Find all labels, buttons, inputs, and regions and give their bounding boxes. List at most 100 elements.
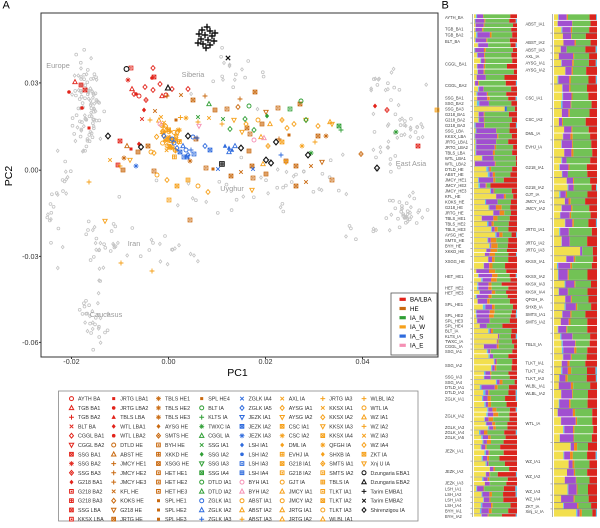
svg-text:QFGH_IA: QFGH_IA xyxy=(526,297,544,302)
svg-text:ABST HE: ABST HE xyxy=(120,452,143,458)
svg-text:SSG_BA1: SSG_BA1 xyxy=(445,96,464,101)
svg-text:SSG_BA2: SSG_BA2 xyxy=(445,101,464,106)
svg-text:JEZK_IA2: JEZK_IA2 xyxy=(445,469,464,474)
svg-text:SMTS_HE: SMTS_HE xyxy=(445,238,465,243)
svg-text:ABST IA1: ABST IA1 xyxy=(249,499,272,505)
svg-text:ABST_IA2: ABST_IA2 xyxy=(526,40,546,45)
svg-text:SMTS IA2: SMTS IA2 xyxy=(329,471,353,477)
svg-text:WLBL_IA2: WLBL_IA2 xyxy=(526,391,546,396)
svg-text:CSC_IA2: CSC_IA2 xyxy=(526,117,544,122)
svg-text:IA_E: IA_E xyxy=(410,343,423,350)
svg-text:GJT IA: GJT IA xyxy=(289,480,306,486)
svg-text:SSG_IA3: SSG_IA3 xyxy=(445,374,463,379)
svg-text:TBLS HE1: TBLS HE1 xyxy=(165,397,190,403)
svg-text:CSC_IA1: CSC_IA1 xyxy=(526,96,544,101)
svg-text:KFL HE: KFL HE xyxy=(120,489,139,495)
svg-text:KKSX IA1: KKSX IA1 xyxy=(329,406,353,412)
svg-text:TLKT_IA1: TLKT_IA1 xyxy=(526,361,545,366)
svg-text:G218_IA2: G218_IA2 xyxy=(526,185,545,190)
svg-text:ABST_HE: ABST_HE xyxy=(445,172,464,177)
svg-text:JMCY IA1: JMCY IA1 xyxy=(289,489,313,495)
svg-text:BLT BA: BLT BA xyxy=(78,424,96,430)
svg-text:WTL IA: WTL IA xyxy=(371,406,389,412)
svg-text:TBLS_HE1: TBLS_HE1 xyxy=(445,216,466,221)
svg-text:SPL_HE1: SPL_HE1 xyxy=(445,302,464,307)
svg-text:KOKS HE: KOKS HE xyxy=(120,499,144,505)
svg-text:WTL LBA2: WTL LBA2 xyxy=(120,434,145,440)
svg-text:ZGLK_IA5: ZGLK_IA5 xyxy=(445,435,465,440)
svg-text:TLKT_IA3: TLKT_IA3 xyxy=(526,376,545,381)
svg-text:AYSG IA1: AYSG IA1 xyxy=(289,406,313,412)
svg-text:WZ_IA2: WZ_IA2 xyxy=(526,474,542,479)
svg-text:WTL LBA1: WTL LBA1 xyxy=(120,424,145,430)
svg-text:SMTS_IA1: SMTS_IA1 xyxy=(526,312,547,317)
svg-text:HET_HE3: HET_HE3 xyxy=(445,290,464,295)
svg-text:JRTG_IA2: JRTG_IA2 xyxy=(526,241,546,246)
svg-text:Europe: Europe xyxy=(46,61,70,70)
svg-text:BYH_HE: BYH_HE xyxy=(445,243,462,248)
svg-text:0.00: 0.00 xyxy=(25,166,39,175)
svg-text:BLT_IA: BLT_IA xyxy=(445,329,459,334)
svg-text:WLBL IA2: WLBL IA2 xyxy=(371,397,395,403)
svg-text:SSG LBA: SSG LBA xyxy=(78,508,101,514)
svg-text:-0.06: -0.06 xyxy=(22,338,38,347)
svg-text:AYTH BA: AYTH BA xyxy=(78,397,101,403)
svg-text:EVHJ IA: EVHJ IA xyxy=(289,452,309,458)
svg-text:JRTG_IA1: JRTG_IA1 xyxy=(526,227,546,232)
svg-text:G218_BA2: G218_BA2 xyxy=(445,118,466,123)
svg-text:LSH IA4: LSH IA4 xyxy=(249,471,269,477)
svg-text:XSGG_HE: XSGG_HE xyxy=(445,259,465,264)
svg-text:AXL_IA: AXL_IA xyxy=(526,54,540,59)
svg-text:TBLS_IA: TBLS_IA xyxy=(526,342,543,347)
svg-text:KKSX IA2: KKSX IA2 xyxy=(329,415,353,421)
svg-text:BYH HE: BYH HE xyxy=(165,443,185,449)
svg-text:GJT_IA: GJT_IA xyxy=(526,192,540,197)
svg-text:TGB BA2: TGB BA2 xyxy=(78,415,100,421)
svg-text:KFL_HE: KFL_HE xyxy=(445,194,461,199)
svg-text:DML_IA: DML_IA xyxy=(526,131,541,136)
svg-text:SSG BA2: SSG BA2 xyxy=(78,462,101,468)
svg-text:Tarim EMBA2: Tarim EMBA2 xyxy=(371,499,403,505)
svg-text:SPL HE3: SPL HE3 xyxy=(165,517,187,523)
svg-text:Siberia: Siberia xyxy=(182,70,206,79)
svg-text:TLKT IA1: TLKT IA1 xyxy=(329,489,351,495)
svg-text:Xinj_U_IA: Xinj_U_IA xyxy=(526,509,544,514)
svg-text:ZGLK_IA2: ZGLK_IA2 xyxy=(445,414,465,419)
svg-text:SSG_LBA: SSG_LBA xyxy=(445,128,464,133)
svg-text:TLKT IA3: TLKT IA3 xyxy=(329,508,351,514)
svg-text:SPL HE1: SPL HE1 xyxy=(165,499,187,505)
svg-text:TGB BA1: TGB BA1 xyxy=(78,406,100,412)
svg-text:EVHJ_IA: EVHJ_IA xyxy=(526,144,543,149)
svg-text:G218 IA1: G218 IA1 xyxy=(289,462,311,468)
svg-text:ABST_IA3: ABST_IA3 xyxy=(526,47,546,52)
svg-text:SSG BA1: SSG BA1 xyxy=(78,452,101,458)
svg-text:DTLD HE: DTLD HE xyxy=(120,443,143,449)
svg-text:TGB_BA1: TGB_BA1 xyxy=(445,27,464,32)
svg-text:JRTG LBA1: JRTG LBA1 xyxy=(120,397,148,403)
svg-text:JMCY HE1: JMCY HE1 xyxy=(120,462,146,468)
svg-text:CGGL BA2: CGGL BA2 xyxy=(78,443,104,449)
svg-text:IA_S: IA_S xyxy=(410,333,423,340)
svg-text:-0.03: -0.03 xyxy=(22,252,38,261)
svg-text:JRTG_LBA1: JRTG_LBA1 xyxy=(445,139,469,144)
svg-text:LSH IA3: LSH IA3 xyxy=(249,462,269,468)
svg-text:SPL HE4: SPL HE4 xyxy=(208,397,230,403)
svg-text:Tarim EMBA1: Tarim EMBA1 xyxy=(371,489,403,495)
svg-text:Shirenzigou IA: Shirenzigou IA xyxy=(371,508,406,514)
svg-text:SSG BA3: SSG BA3 xyxy=(78,471,101,477)
svg-text:WTL_LBA1: WTL_LBA1 xyxy=(445,156,467,161)
svg-text:WZ IA2: WZ IA2 xyxy=(371,424,389,430)
svg-text:TGB_BA2: TGB_BA2 xyxy=(445,32,464,37)
svg-text:JRTG LBA2: JRTG LBA2 xyxy=(120,406,148,412)
svg-text:G218 HE: G218 HE xyxy=(120,508,142,514)
svg-text:SSG IA1: SSG IA1 xyxy=(208,443,229,449)
svg-text:Caucasus: Caucasus xyxy=(90,310,123,319)
svg-text:0.00: 0.00 xyxy=(162,357,176,366)
svg-text:PC2: PC2 xyxy=(3,166,15,187)
svg-text:JRTG_LBA2: JRTG_LBA2 xyxy=(445,145,469,150)
svg-text:JMCY IA2: JMCY IA2 xyxy=(289,499,313,505)
svg-text:SSG_BA3: SSG_BA3 xyxy=(445,107,464,112)
svg-text:0.03: 0.03 xyxy=(25,78,39,87)
svg-text:WZ_IA4: WZ_IA4 xyxy=(526,497,542,502)
svg-text:JMCY_IA2: JMCY_IA2 xyxy=(526,206,546,211)
